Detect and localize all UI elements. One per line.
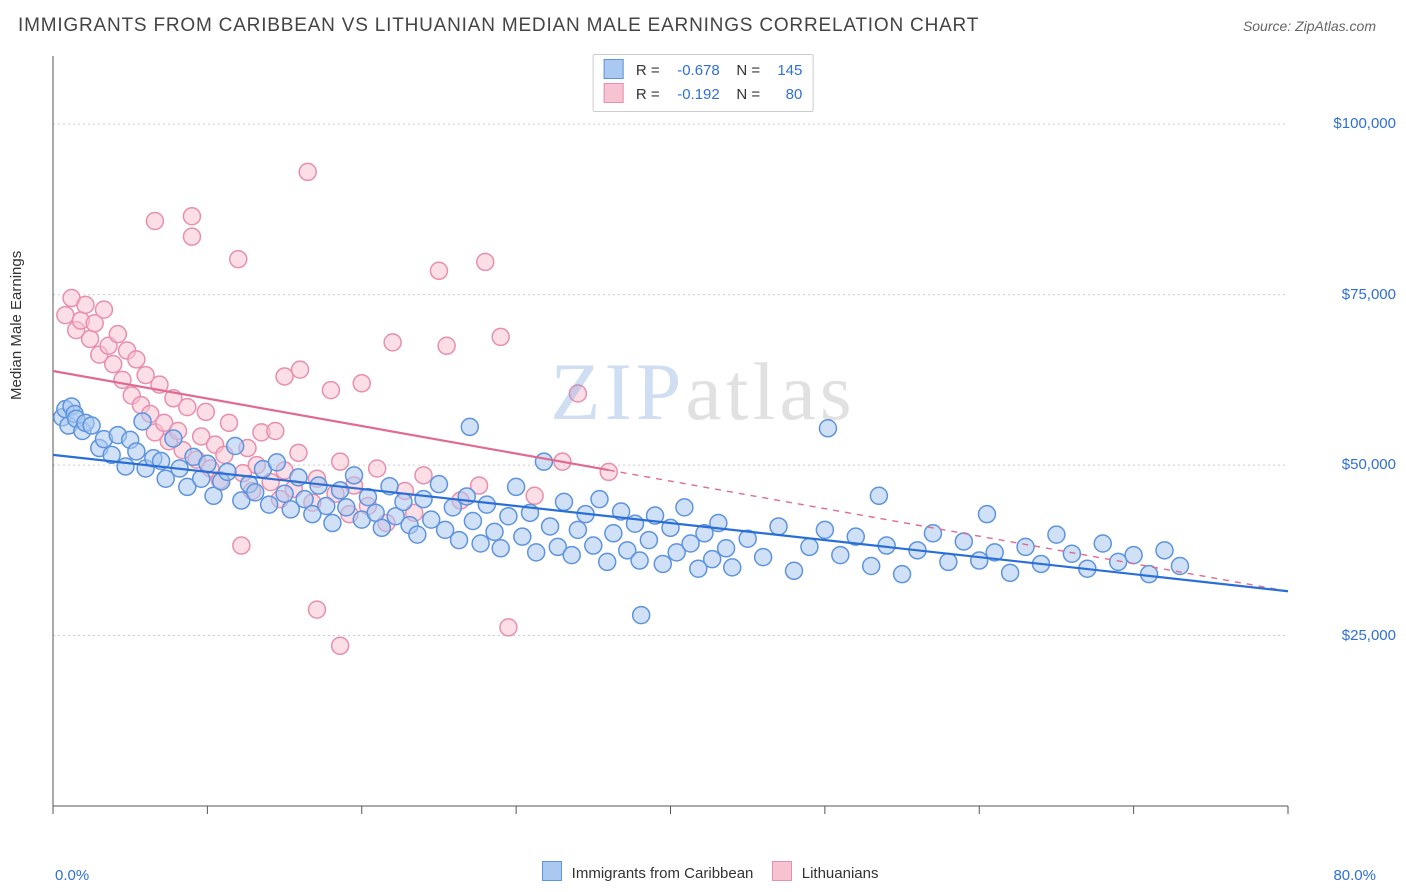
source-label: Source: ZipAtlas.com (1243, 18, 1376, 34)
legend-label-lithuanians: Lithuanians (802, 865, 879, 882)
legend-label-caribbean: Immigrants from Caribbean (572, 865, 754, 882)
y-tick-label: $100,000 (1333, 115, 1396, 132)
series-legend: Immigrants from Caribbean Lithuanians (0, 861, 1406, 882)
r-label: R = (636, 62, 660, 79)
n-value: 80 (764, 83, 802, 107)
y-tick-label: $25,000 (1342, 627, 1396, 644)
swatch-icon (772, 861, 792, 881)
swatch-icon (604, 83, 624, 103)
swatch-icon (604, 59, 624, 79)
y-tick-label: $75,000 (1342, 286, 1396, 303)
legend-row-lithuanians: R = -0.192 N = 80 (604, 83, 803, 107)
n-label: N = (736, 62, 760, 79)
scatter-plot (48, 50, 1368, 836)
r-value: -0.678 (664, 59, 720, 83)
n-value: 145 (764, 59, 802, 83)
y-tick-label: $50,000 (1342, 456, 1396, 473)
n-label: N = (736, 86, 760, 103)
correlation-legend: R = -0.678 N = 145 R = -0.192 N = 80 (593, 54, 814, 112)
chart-title: IMMIGRANTS FROM CARIBBEAN VS LITHUANIAN … (18, 15, 979, 37)
y-axis-label: Median Male Earnings (8, 251, 25, 400)
r-value: -0.192 (664, 83, 720, 107)
swatch-icon (542, 861, 562, 881)
r-label: R = (636, 86, 660, 103)
legend-row-caribbean: R = -0.678 N = 145 (604, 59, 803, 83)
